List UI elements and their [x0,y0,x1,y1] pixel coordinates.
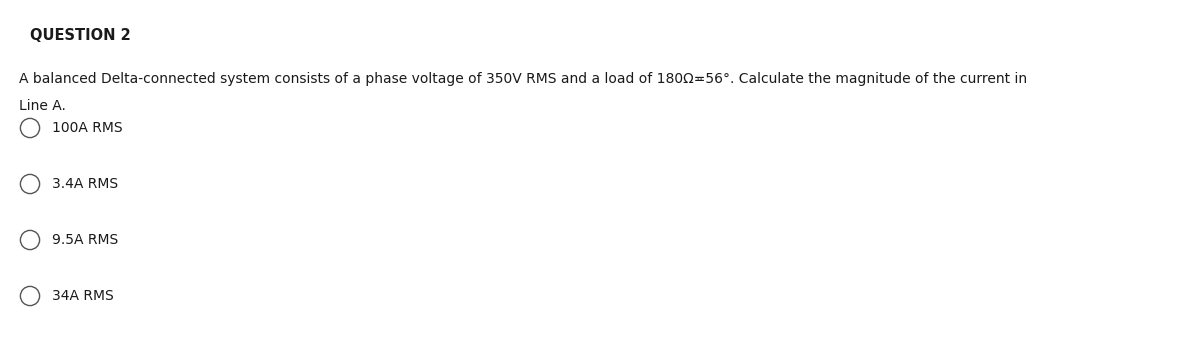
Text: 100A RMS: 100A RMS [52,121,122,135]
Text: A balanced Delta-connected system consists of a phase voltage of 350V RMS and a : A balanced Delta-connected system consis… [19,72,1027,86]
Text: 9.5A RMS: 9.5A RMS [52,233,119,247]
Text: QUESTION 2: QUESTION 2 [30,28,131,43]
Text: Line A.: Line A. [19,99,66,113]
Text: 3.4A RMS: 3.4A RMS [52,177,118,191]
Text: 34A RMS: 34A RMS [52,289,114,303]
